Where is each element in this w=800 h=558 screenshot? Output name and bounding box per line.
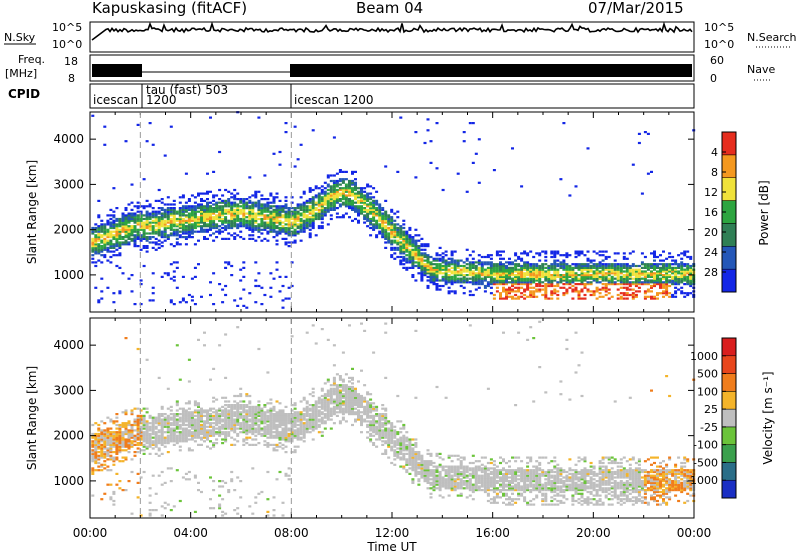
colorbar-cell [722, 246, 736, 269]
x-tick-label: 12:00 [375, 526, 410, 540]
colorbar-cell [722, 445, 736, 463]
colorbar-cell [722, 223, 736, 246]
cpid-seg-2-sub: 1200 [146, 93, 177, 107]
y-tick-label: 1000 [53, 268, 84, 282]
colorbar-cell [722, 427, 736, 445]
freq-tick-low: 8 [68, 72, 75, 85]
x-tick-label: 04:00 [173, 526, 208, 540]
x-tick-label: 00:00 [73, 526, 108, 540]
y-tick-label: 4000 [53, 338, 84, 352]
power-ylabel: Slant Range [km] [25, 160, 39, 264]
nsearch-tick-low: 10^0 [704, 38, 734, 51]
y-tick-label: 4000 [53, 132, 84, 146]
y-tick-label: 2000 [53, 223, 84, 237]
y-tick-label: 3000 [53, 177, 84, 191]
colorbar-tick: 8 [711, 166, 718, 179]
freq-tick-high: 18 [64, 55, 78, 68]
colorbar-tick: 20 [704, 226, 718, 239]
nave-tick-low: 0 [710, 72, 717, 85]
noise-strip: N.Sky 10^5 10^0 10^5 10^0 N.Search [4, 21, 797, 52]
colorbar-cell [722, 269, 736, 292]
power-colorbar-label: Power [dB] [757, 180, 771, 245]
y-tick-label: 1000 [53, 474, 84, 488]
nsearch-label: N.Search [747, 31, 797, 44]
colorbar-tick: -25 [700, 421, 718, 434]
colorbar-tick: 4 [711, 146, 718, 159]
nsky-tick-high: 10^5 [52, 21, 82, 34]
x-tick-label: 00:00 [677, 526, 712, 540]
freq-block-2 [290, 64, 692, 77]
colorbar-cell [722, 356, 736, 374]
colorbar-tick: -500 [693, 456, 718, 469]
station-title: Kapuskasing (fitACF) [92, 0, 247, 17]
x-tick-label: 08:00 [274, 526, 309, 540]
cpid-seg-1: icescan [93, 93, 138, 107]
colorbar-tick: -1000 [686, 474, 718, 487]
nsky-label: N.Sky [4, 31, 36, 44]
cpid-strip: CPID icescan tau (fast) 503 1200 icescan… [8, 83, 694, 108]
velocity-panel: 1000 2000 3000 4000 Slant Range [km] 1000 50… [25, 318, 775, 554]
colorbar-cell [722, 338, 736, 356]
freq-unit: [MHz] [5, 67, 37, 80]
colorbar-cell [722, 132, 736, 155]
cpid-seg-3: icescan 1200 [294, 93, 373, 107]
colorbar-cell [722, 178, 736, 201]
beam-title: Beam 04 [356, 0, 423, 17]
velocity-ylabel: Slant Range [km] [25, 366, 39, 470]
colorbar-tick: 24 [704, 246, 718, 259]
colorbar-tick: 12 [704, 186, 718, 199]
nsky-tick-low: 10^0 [52, 38, 82, 51]
freq-label: Freq. [18, 53, 45, 66]
velocity-colorbar-label: Velocity [m s⁻¹] [761, 371, 775, 464]
colorbar-tick: 25 [704, 403, 718, 416]
nave-tick-high: 60 [710, 54, 724, 67]
x-tick-label: 20:00 [576, 526, 611, 540]
x-axis-label: Time UT [366, 540, 417, 554]
freq-block-1 [92, 64, 142, 77]
freq-strip: Freq. [MHz] 18 8 60 0 Nave [5, 53, 775, 85]
colorbar-cell [722, 374, 736, 392]
colorbar-cell [722, 409, 736, 427]
colorbar-cell [722, 391, 736, 409]
y-tick-label: 2000 [53, 429, 84, 443]
date-title: 07/Mar/2015 [588, 0, 684, 17]
colorbar-tick: 1000 [690, 350, 718, 363]
colorbar-tick: 500 [697, 368, 718, 381]
colorbar-tick: -100 [693, 439, 718, 452]
nsearch-tick-high: 10^5 [704, 21, 734, 34]
colorbar-cell [722, 155, 736, 178]
colorbar-tick: 28 [704, 266, 718, 279]
nave-label: Nave [747, 63, 775, 76]
colorbar-cell [722, 480, 736, 498]
power-panel: 1000 2000 3000 4000 Slant Range [km] 4 8 12 16… [25, 111, 771, 312]
colorbar-cell [722, 462, 736, 480]
nsky-trace [92, 23, 692, 40]
colorbar-tick: 100 [697, 385, 718, 398]
colorbar-tick: 16 [704, 206, 718, 219]
y-tick-label: 3000 [53, 383, 84, 397]
x-tick-label: 16:00 [475, 526, 510, 540]
cpid-label: CPID [8, 87, 40, 101]
